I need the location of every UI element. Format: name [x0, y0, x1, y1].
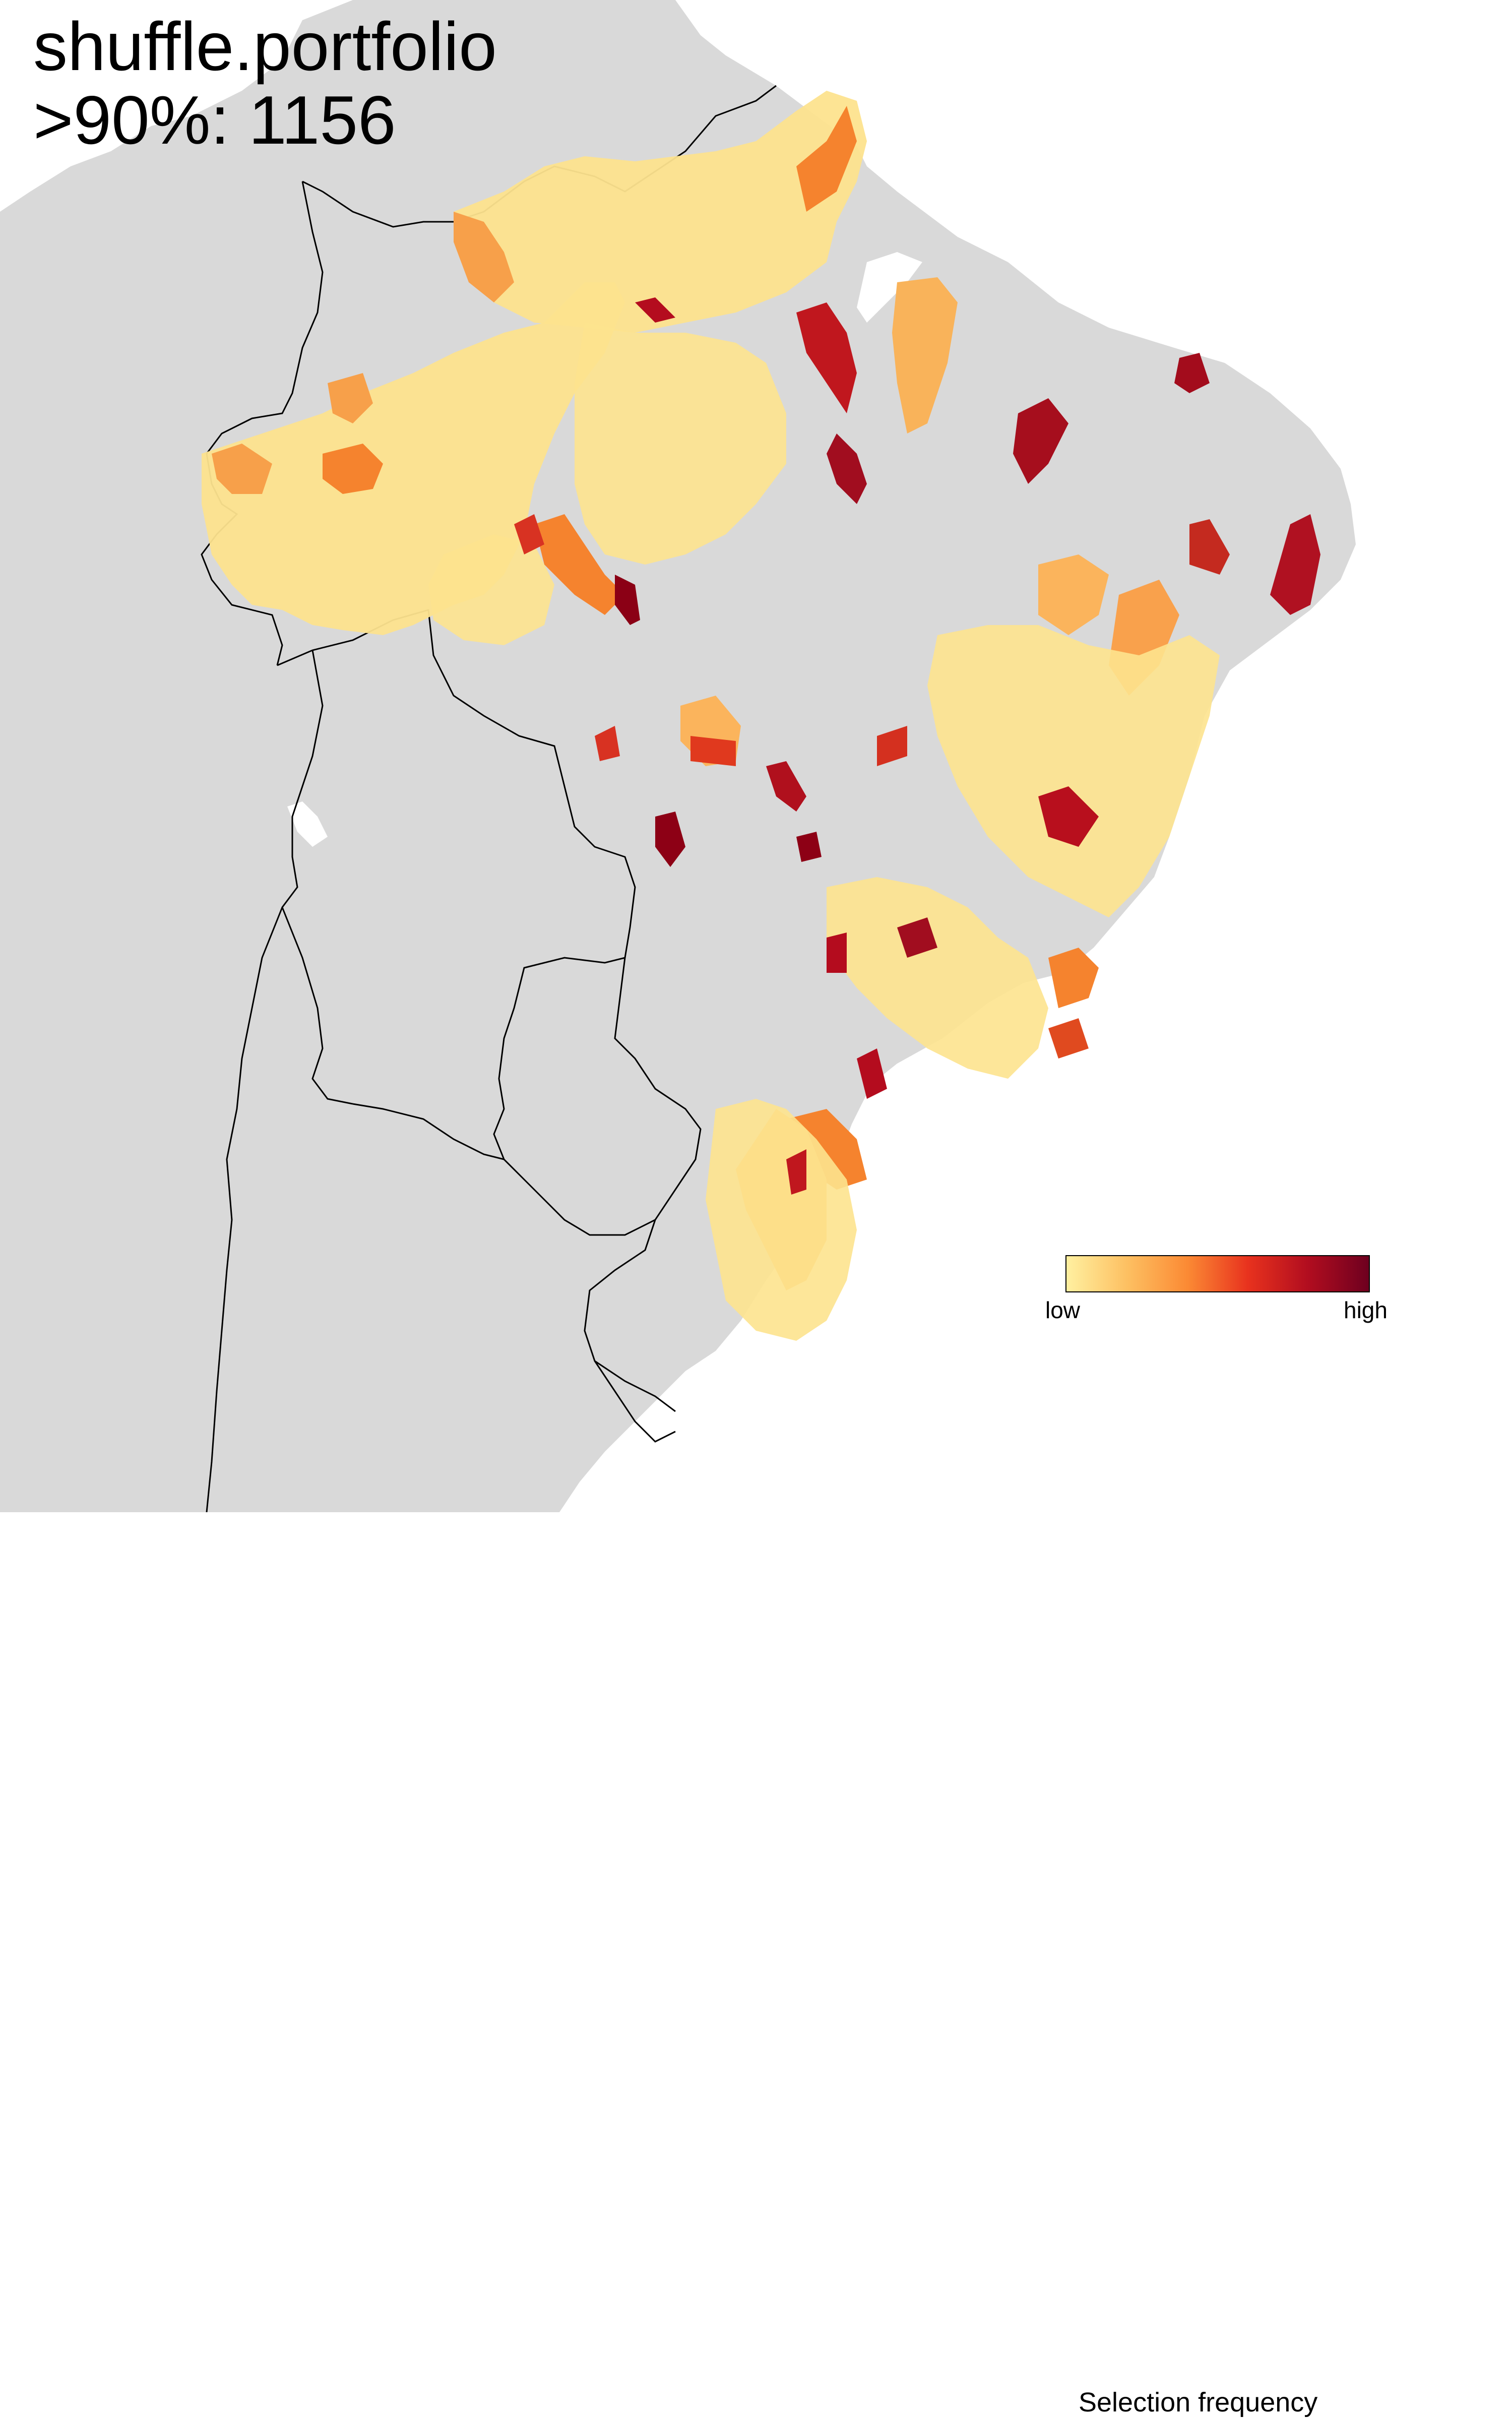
- patch-red-13: [766, 761, 806, 812]
- map-title: shuffle.portfolio: [33, 8, 497, 85]
- south-america-landmass: [0, 0, 1356, 1512]
- amazon-delta-inlet: [857, 252, 922, 323]
- patch-red-10: [690, 736, 736, 766]
- patch-orange-12: [1048, 948, 1099, 1008]
- patch-red-20: [786, 1149, 806, 1195]
- patch-red-17: [827, 933, 847, 973]
- border-uruguay: [594, 1360, 676, 1443]
- border-argentina: [352, 1103, 676, 1412]
- legend-low-label: low: [1045, 1297, 1081, 1323]
- patch-orange-2: [796, 106, 857, 212]
- patch-red-16: [897, 917, 937, 958]
- patch-red-6: [1013, 398, 1068, 484]
- legend-high-label: high: [1344, 1297, 1388, 1323]
- patch-red-5: [514, 514, 544, 554]
- patch-amazon-west: [202, 282, 625, 635]
- patch-red-19: [1048, 1018, 1089, 1059]
- patch-red-12: [796, 832, 822, 862]
- patch-red-18: [595, 726, 620, 761]
- patch-orange-7: [892, 277, 958, 433]
- map-subtitle: >90%: 1156: [33, 82, 396, 158]
- patch-amazon-south: [428, 534, 554, 645]
- patch-red-15: [877, 726, 907, 766]
- patch-red-3: [827, 433, 867, 504]
- patch-orange-5: [328, 373, 373, 423]
- border-chile: [206, 907, 283, 1512]
- border-bolivia: [281, 650, 353, 1105]
- patch-orange-3: [212, 444, 272, 494]
- patch-east-low: [927, 625, 1220, 917]
- patch-orange-4: [323, 444, 383, 494]
- patch-red-7: [1174, 353, 1210, 393]
- selection-patches: [202, 91, 1320, 1341]
- legend-gradient-bar: [1065, 1255, 1370, 1292]
- patch-red-14: [1038, 786, 1099, 847]
- legend-title: Selection frequency: [1079, 2387, 1318, 2417]
- water-features: [287, 252, 922, 1452]
- patch-red-4: [615, 575, 640, 625]
- patch-red-2: [796, 302, 857, 413]
- patch-amazon-central: [575, 323, 786, 565]
- map-canvas: [0, 0, 1356, 1512]
- patch-orange-1: [454, 212, 514, 302]
- patch-red-9: [1189, 519, 1230, 575]
- patch-red-11: [655, 812, 685, 867]
- patch-southeast-low: [827, 877, 1048, 1079]
- patch-orange-6: [534, 514, 625, 615]
- patos-lagoon: [685, 1381, 736, 1452]
- patch-red-1: [635, 297, 675, 323]
- patch-red-8: [1270, 514, 1320, 615]
- land-layer: [0, 0, 1356, 1512]
- patch-red-21: [857, 1048, 887, 1099]
- patch-south-low: [706, 1099, 857, 1341]
- lake-titicaca: [287, 801, 328, 847]
- patch-amazon-north: [454, 91, 867, 333]
- patch-orange-8: [1038, 554, 1109, 635]
